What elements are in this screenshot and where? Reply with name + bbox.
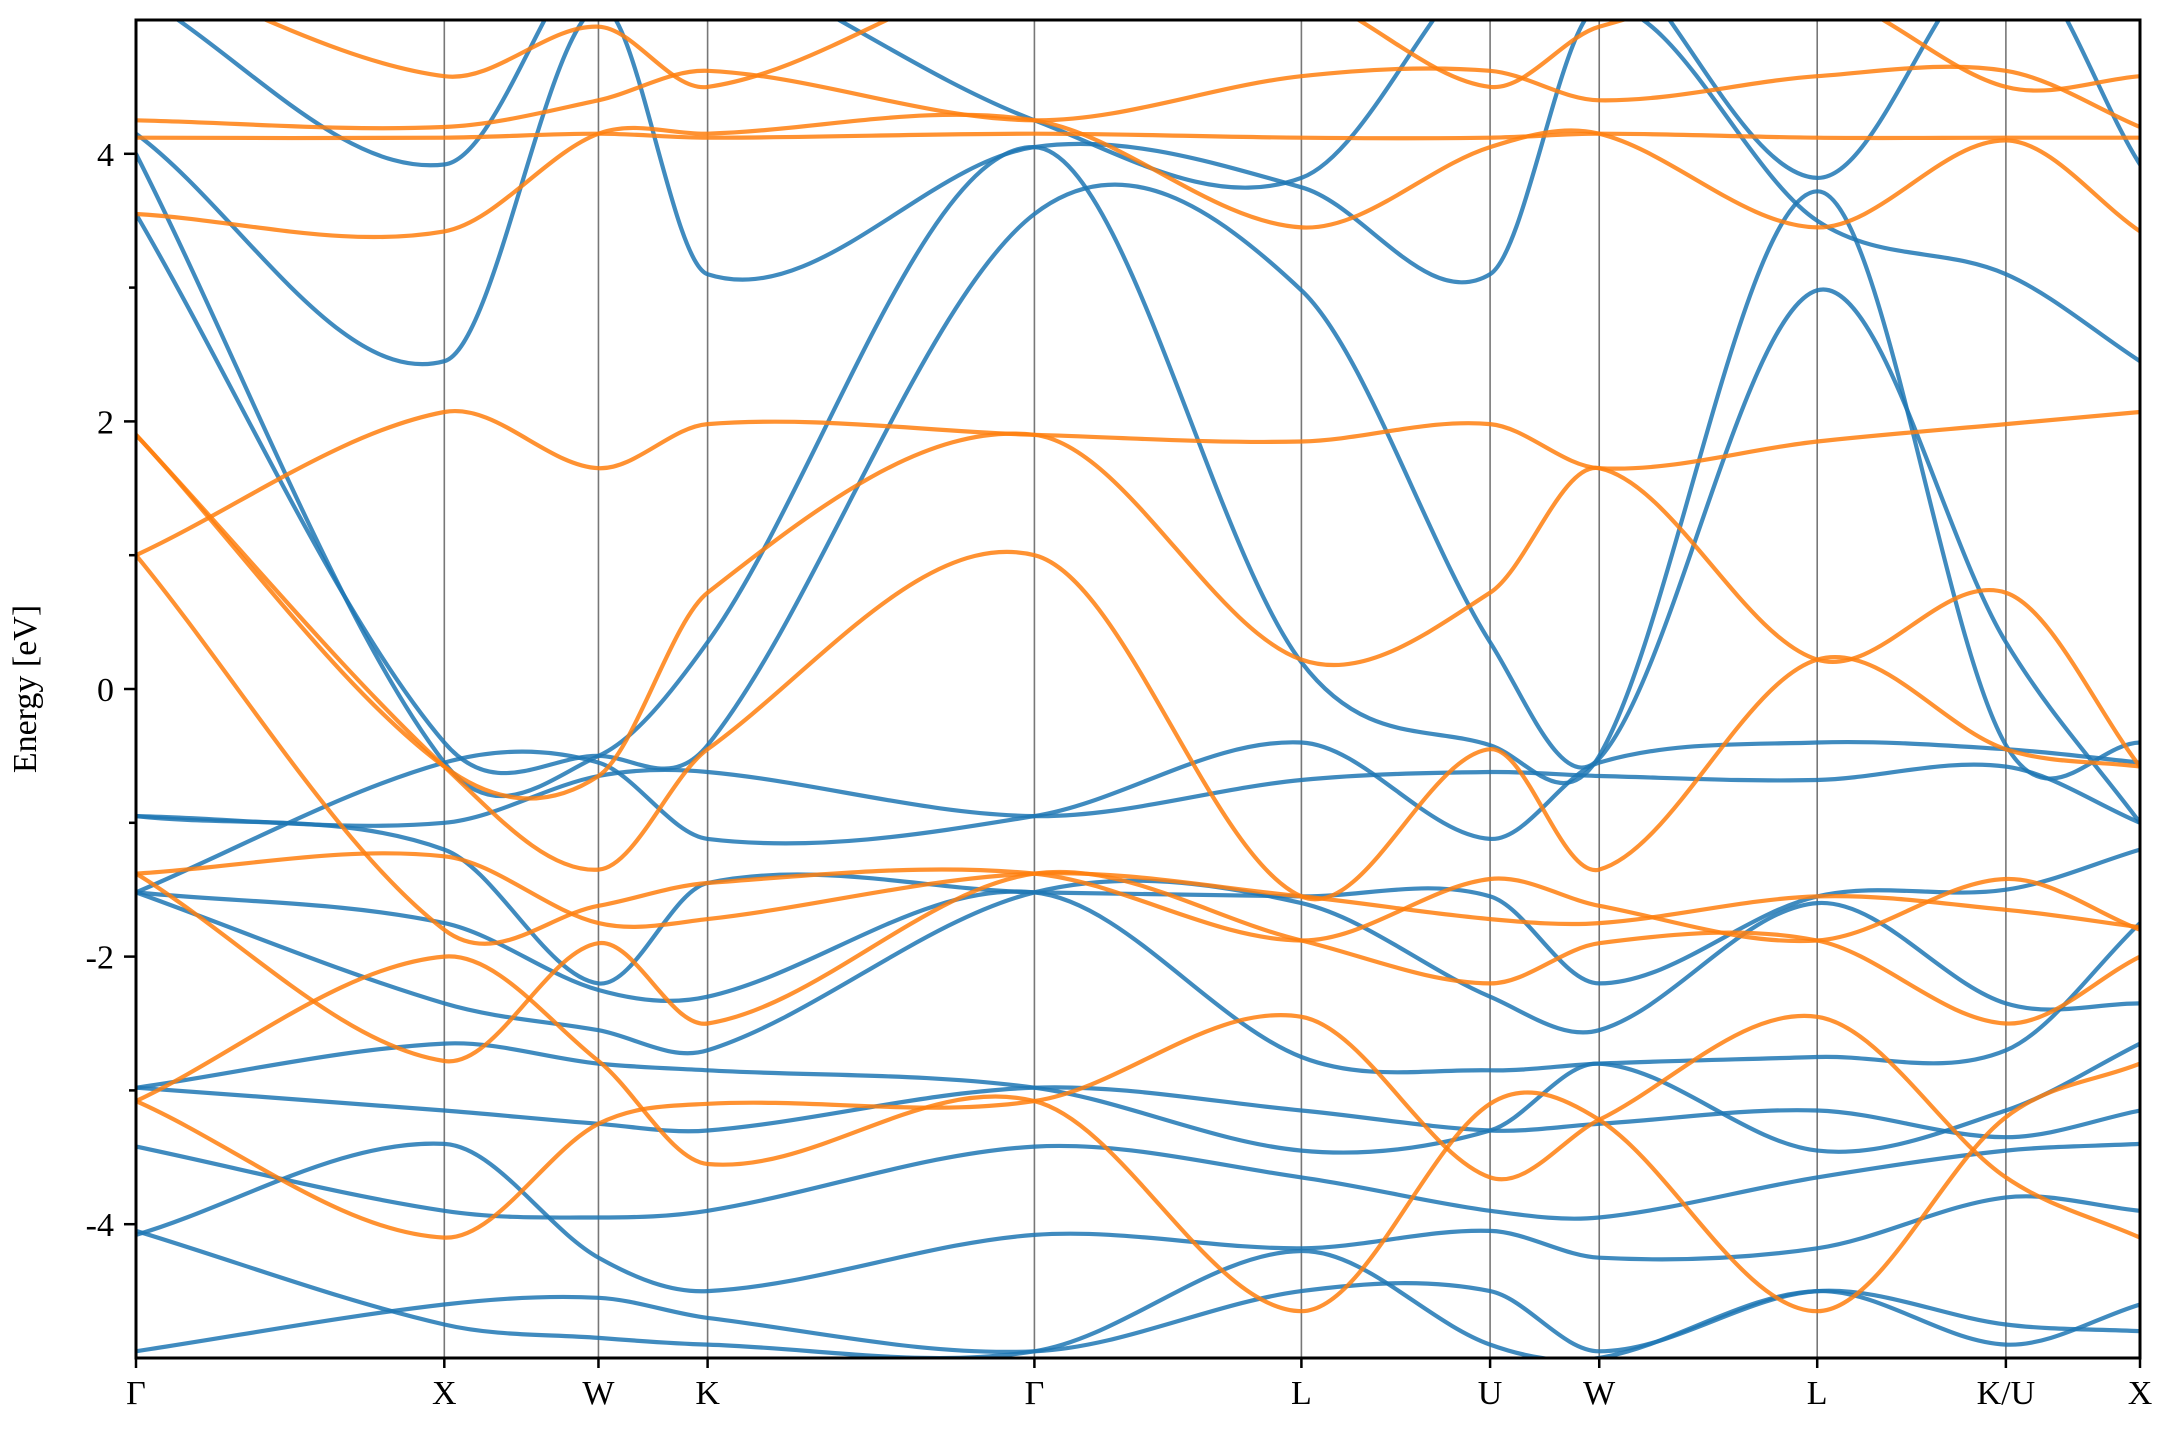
kpoint-divider-lines xyxy=(443,20,2007,1358)
y-tick-label: 2 xyxy=(97,404,114,441)
energy-band-line xyxy=(174,20,2140,190)
energy-band-line xyxy=(136,408,2140,558)
energy-band-line xyxy=(136,739,2140,895)
x-tick-label: K xyxy=(695,1375,720,1412)
x-tick-label: Γ xyxy=(126,1375,146,1412)
energy-band-line xyxy=(136,64,2140,131)
x-tick-label: X xyxy=(2128,1375,2153,1412)
x-tick-label: W xyxy=(1583,1375,1616,1412)
energy-band-line xyxy=(136,851,2140,930)
y-tick-label: -4 xyxy=(86,1207,114,1244)
x-tick-label: L xyxy=(1291,1375,1312,1412)
y-axis-title: Energy [eV] xyxy=(7,605,44,773)
energy-band-line xyxy=(136,762,2140,828)
energy-band-line xyxy=(136,112,2140,240)
x-tick-label: W xyxy=(582,1375,615,1412)
energy-band-line xyxy=(136,878,2140,1056)
x-tick-label: X xyxy=(432,1375,457,1412)
energy-band-line xyxy=(136,1041,2140,1155)
y-tick-label: 0 xyxy=(97,672,114,709)
plot-frame xyxy=(134,18,2142,1360)
energy-band-line xyxy=(136,20,2140,367)
x-tick-label: K/U xyxy=(1977,1375,2036,1412)
energy-band-line xyxy=(136,1013,2140,1240)
energy-band-line xyxy=(136,553,2140,946)
energy-band-line xyxy=(136,954,2140,1314)
energy-band-line xyxy=(136,1228,2140,1358)
energy-band-line xyxy=(136,144,2140,799)
energy-band-line xyxy=(136,869,2140,1064)
energy-band-line xyxy=(260,20,2140,93)
energy-band-line xyxy=(136,889,2140,1075)
y-tick-label: -2 xyxy=(86,940,114,977)
x-axis: Γ X W K Γ L U W L K/U X xyxy=(126,1358,2152,1412)
x-tick-label: U xyxy=(1478,1375,1503,1412)
x-tick-label: L xyxy=(1807,1375,1828,1412)
y-tick-label: 4 xyxy=(97,137,114,174)
energy-band-line xyxy=(136,131,2140,141)
energy-band-line xyxy=(136,1141,2140,1221)
y-axis: -4 -2 0 2 4 xyxy=(86,137,136,1244)
energy-band-line xyxy=(136,1085,2140,1140)
x-tick-label: Γ xyxy=(1025,1375,1045,1412)
energy-band-line xyxy=(136,182,2140,825)
energy-band-line xyxy=(136,431,2140,801)
energy-band-line xyxy=(136,1141,2140,1294)
energy-bands xyxy=(136,20,2140,1358)
